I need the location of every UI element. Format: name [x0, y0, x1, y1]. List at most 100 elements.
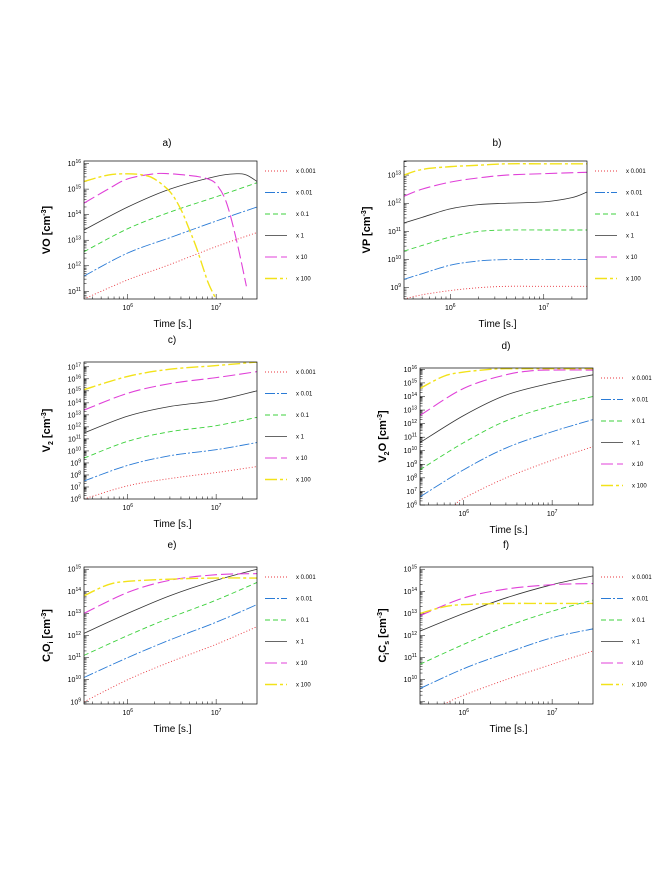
y-tick-label: 1010: [388, 255, 402, 264]
y-tick-label: 1016: [404, 365, 418, 374]
x-tick-label: 106: [122, 708, 133, 717]
y-tick-label: 1015: [404, 378, 418, 387]
legend-label: x 1: [632, 441, 641, 447]
series-line-x0_1: [404, 229, 587, 252]
legend-label: x 0.001: [296, 370, 316, 376]
x-tick-label: 107: [547, 708, 558, 717]
panel-title: e): [168, 540, 177, 551]
legend-label: x 0.01: [296, 392, 313, 398]
y-tick-label: 1015: [68, 565, 82, 574]
plot-frame: [83, 361, 258, 500]
series-line-x1: [404, 191, 587, 224]
legend-label: x 0.001: [626, 169, 646, 175]
panel-b: b) 106 107 109 1010 1011 1012 1013 Time [s.] VP […: [361, 138, 646, 330]
legend-label: x 0.01: [632, 597, 649, 603]
y-tick-label: 1012: [388, 199, 402, 208]
y-tick-label: 1015: [404, 565, 418, 574]
x-axis-label: Time [s.]: [154, 319, 192, 330]
series-line-x0_1: [84, 182, 257, 253]
y-tick-label: 106: [406, 501, 417, 510]
x-tick-label: 107: [547, 509, 558, 518]
y-tick-label: 1016: [68, 159, 82, 168]
series-line-x0_01: [84, 604, 257, 678]
series-group: [84, 172, 257, 299]
legend: x 0.001 x 0.01 x 0.1 x 1 x 10 x 100: [595, 169, 646, 283]
y-tick-label: 108: [70, 470, 81, 479]
legend-label: x 1: [626, 234, 635, 240]
x-tick-label: 106: [445, 303, 456, 312]
legend-label: x 0.01: [296, 597, 313, 603]
y-tick-label: 1010: [404, 446, 418, 455]
y-tick-label: 1010: [404, 675, 418, 684]
y-tick-label: 1013: [68, 609, 82, 618]
panel-title: f): [503, 540, 509, 551]
legend-label: x 0.001: [296, 169, 316, 175]
y-tick-label: 1012: [68, 261, 82, 270]
legend-label: x 10: [296, 661, 308, 667]
legend: x 0.001 x 0.01 x 0.1 x 1 x 10 x 100: [265, 169, 316, 283]
y-tick-label: 1012: [404, 419, 418, 428]
y-tick-label: 1013: [68, 410, 82, 419]
y-tick-label: 1015: [68, 185, 82, 194]
plot-frame: [83, 566, 258, 705]
y-tick-label: 1014: [404, 587, 418, 596]
y-tick-label: 107: [406, 487, 417, 496]
x-tick-label: 107: [211, 503, 222, 512]
series-line-x10: [84, 573, 257, 614]
y-tick-label: 1011: [404, 653, 417, 662]
y-tick-label: 1014: [68, 587, 82, 596]
series-line-x1: [84, 173, 257, 231]
x-tick-label: 107: [538, 303, 549, 312]
y-axis-label: V2O [cm-3]: [377, 410, 391, 463]
y-axis-label: CiOi [cm-3]: [41, 609, 55, 662]
legend-label: x 0.001: [296, 575, 316, 581]
panel-title: d): [502, 341, 511, 352]
y-tick-label: 109: [390, 283, 401, 292]
legend-label: x 0.1: [632, 618, 646, 624]
series-line-x0_01: [84, 442, 257, 482]
y-tick-label: 109: [70, 458, 81, 467]
series-line-x0_001: [454, 446, 593, 505]
y-tick-label: 1013: [404, 609, 418, 618]
series-line-x0_01: [420, 419, 593, 498]
y-tick-label: 1013: [388, 171, 402, 180]
y-tick-label: 1011: [404, 433, 417, 442]
plot-frame: [419, 566, 594, 705]
series-line-x0_01: [420, 628, 593, 689]
panel-c: c) 106 107 106 107 108 109 1010 1011 1012 1013 1014…: [41, 335, 316, 530]
x-tick-label: 106: [458, 708, 469, 717]
panel-title: b): [493, 138, 502, 149]
series-line-x10: [404, 171, 587, 197]
panel-title: a): [163, 138, 172, 149]
y-tick-label: 106: [70, 495, 81, 504]
y-tick-label: 1010: [68, 675, 82, 684]
series-line-x100: [404, 163, 587, 176]
x-tick-label: 106: [122, 503, 133, 512]
legend-label: x 0.01: [296, 191, 313, 197]
plot-frame: [403, 160, 588, 300]
series-group: [84, 568, 257, 703]
series-line-x1: [420, 575, 593, 632]
legend-label: x 100: [296, 478, 311, 484]
y-tick-label: 1012: [68, 631, 82, 640]
series-line-x10: [420, 583, 593, 617]
series-line-x0_01: [404, 259, 587, 280]
legend-label: x 10: [632, 462, 644, 468]
series-line-x100: [84, 362, 257, 391]
series-line-x1: [84, 568, 257, 634]
legend-label: x 0.1: [632, 419, 646, 425]
series-line-x100: [84, 173, 217, 299]
y-tick-label: 1014: [68, 398, 82, 407]
legend-label: x 0.001: [632, 575, 652, 581]
series-line-x1: [420, 374, 593, 443]
y-axis-label: CiCs [cm-3]: [377, 608, 391, 663]
panel-a: a) 106 107 1011 1012 1013 1014 1015 1016 Time [s.…: [41, 138, 316, 330]
y-tick-label: 1016: [68, 374, 82, 383]
series-line-x0_001: [84, 232, 257, 299]
y-tick-label: 1011: [68, 287, 81, 296]
legend-label: x 10: [626, 255, 638, 261]
x-axis-label: Time [s.]: [490, 525, 528, 536]
x-axis-label: Time [s.]: [154, 724, 192, 735]
series-line-x0_1: [84, 416, 257, 459]
